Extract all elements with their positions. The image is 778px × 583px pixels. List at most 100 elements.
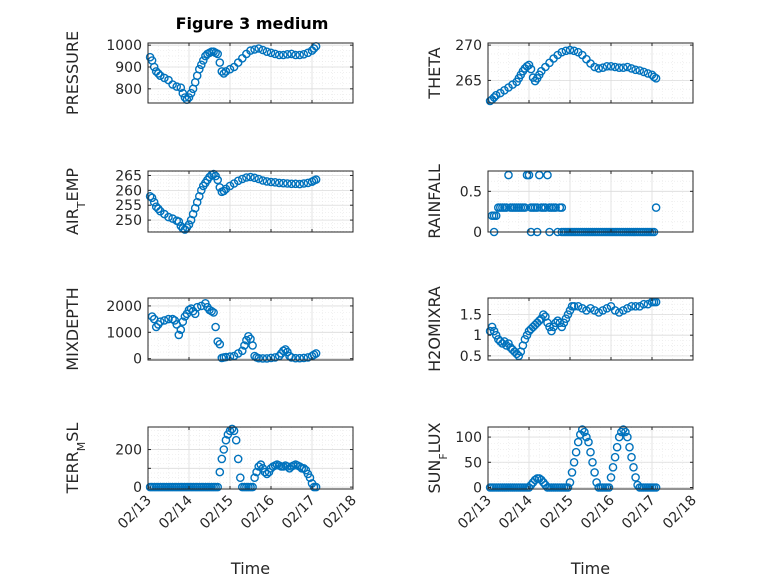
- data-marker: [274, 50, 284, 60]
- x-tick-label: 02/16: [238, 492, 278, 532]
- data-marker: [639, 67, 649, 77]
- data-marker: [491, 90, 501, 100]
- data-marker: [233, 454, 243, 464]
- x-tick-label: 02/17: [279, 493, 319, 533]
- y-tick-label: 255: [115, 198, 142, 214]
- axes-box: [147, 42, 354, 104]
- data-marker: [160, 316, 169, 325]
- data-marker: [151, 322, 161, 332]
- data-marker: [287, 353, 296, 362]
- data-marker: [606, 473, 616, 482]
- x-tick-label: 02/14: [496, 492, 536, 532]
- data-marker: [254, 44, 264, 53]
- data-marker: [621, 427, 630, 437]
- data-marker: [500, 337, 509, 346]
- y-tick-label: 0.5: [460, 184, 482, 200]
- data-marker: [594, 308, 604, 317]
- data-marker: [569, 46, 579, 56]
- data-marker: [512, 349, 522, 359]
- data-marker: [178, 317, 188, 327]
- data-marker: [549, 322, 558, 332]
- data-marker: [252, 467, 261, 477]
- data-marker: [178, 88, 188, 98]
- data-marker: [155, 317, 165, 327]
- data-marker: [590, 62, 599, 72]
- data-marker: [491, 330, 501, 340]
- data-marker: [567, 468, 577, 477]
- y-tick-label: 265: [115, 168, 142, 184]
- data-marker: [250, 45, 259, 54]
- data-marker: [602, 303, 612, 313]
- data-marker: [578, 425, 587, 434]
- data-marker: [543, 318, 552, 328]
- data-marker: [180, 225, 190, 234]
- data-marker: [213, 49, 222, 59]
- data-marker: [526, 64, 536, 74]
- y-axis-label: H2OMIXRA: [425, 286, 444, 372]
- data-marker: [219, 186, 229, 196]
- data-marker: [563, 483, 573, 492]
- data-marker: [588, 457, 597, 467]
- data-marker: [569, 457, 579, 467]
- data-marker: [237, 174, 247, 184]
- y-tick-label: 2000: [106, 299, 142, 315]
- axes-box: [147, 297, 354, 361]
- data-marker: [283, 50, 292, 59]
- data-marker: [176, 83, 186, 92]
- data-marker: [623, 62, 632, 72]
- data-marker: [196, 60, 206, 70]
- data-marker: [217, 67, 227, 76]
- data-marker: [627, 452, 636, 462]
- data-marker: [520, 334, 530, 344]
- data-marker: [153, 204, 163, 214]
- data-marker: [149, 197, 159, 207]
- axes-box: [487, 42, 694, 104]
- y-tick-label: 800: [115, 82, 142, 98]
- data-marker: [270, 49, 280, 59]
- data-marker: [623, 432, 632, 442]
- data-marker: [563, 310, 573, 319]
- data-marker: [211, 322, 220, 332]
- data-marker: [291, 50, 300, 60]
- x-axis-label: Time: [230, 559, 270, 578]
- data-marker: [617, 427, 626, 437]
- data-marker: [254, 353, 264, 363]
- data-marker: [561, 46, 571, 56]
- data-marker: [610, 452, 620, 462]
- x-tick-label: 02/18: [320, 493, 360, 533]
- x-tick-label: 02/14: [156, 492, 196, 532]
- data-marker: [155, 71, 165, 80]
- data-marker: [295, 50, 305, 60]
- axes-box: [147, 426, 354, 490]
- data-marker: [246, 172, 255, 182]
- data-marker: [614, 308, 624, 317]
- data-marker: [504, 339, 513, 348]
- y-tick-label: 1000: [106, 38, 142, 54]
- data-marker: [651, 74, 661, 83]
- data-marker: [215, 467, 225, 477]
- data-marker: [221, 67, 231, 76]
- data-marker: [522, 330, 532, 340]
- data-marker: [561, 314, 571, 324]
- data-marker: [627, 64, 636, 73]
- data-marker: [580, 427, 589, 437]
- data-marker: [246, 46, 255, 55]
- y-tick-label: 270: [455, 38, 482, 54]
- data-marker: [209, 169, 218, 179]
- data-marker: [520, 203, 530, 212]
- y-tick-label: 50: [464, 455, 482, 471]
- axes-box: [487, 297, 694, 361]
- data-marker: [623, 303, 632, 313]
- data-marker: [309, 44, 319, 53]
- data-marker: [491, 211, 501, 220]
- data-marker: [590, 306, 599, 315]
- data-marker: [299, 179, 309, 188]
- data-marker: [266, 353, 276, 363]
- subplot-terr-msl: 0 200 02/13 02/14 02/15 02/16 02/17 02/18 TERRMS…: [63, 423, 360, 578]
- x-axis-label: Time: [570, 559, 610, 578]
- data-marker: [248, 341, 257, 350]
- figure-title: Figure 3 medium: [176, 14, 329, 33]
- data-marker: [295, 179, 305, 189]
